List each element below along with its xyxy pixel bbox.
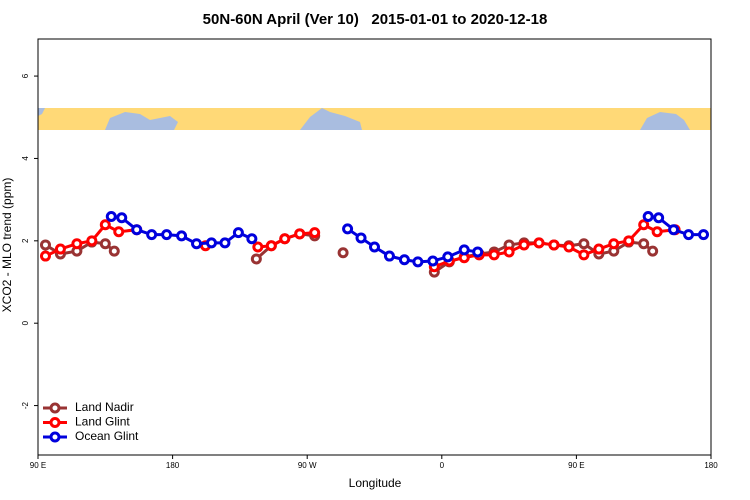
- data-point: [99, 238, 111, 250]
- data-point: [113, 226, 125, 238]
- data-point: [252, 241, 264, 253]
- data-point: [642, 211, 654, 223]
- y-tick-label: 6: [21, 73, 30, 78]
- x-tick-label: 180: [166, 461, 180, 470]
- data-point: [250, 253, 262, 265]
- data-point: [472, 246, 484, 258]
- legend-marker: [49, 402, 61, 414]
- data-point: [99, 219, 111, 231]
- data-point: [383, 250, 395, 262]
- data-point: [337, 247, 349, 259]
- data-point: [398, 254, 410, 266]
- data-point: [412, 256, 424, 268]
- data-point: [54, 243, 66, 255]
- data-point: [683, 229, 695, 241]
- data-point: [279, 233, 291, 245]
- y-axis-label: XCO2 - MLO trend (ppm): [0, 178, 14, 313]
- data-point: [578, 249, 590, 261]
- data-point: [219, 237, 231, 249]
- data-point: [105, 211, 117, 223]
- plot-frame: [37, 38, 712, 456]
- data-point: [647, 245, 659, 257]
- x-tick-label: 90 E: [568, 461, 584, 470]
- data-point: [503, 246, 515, 258]
- data-point: [668, 224, 680, 236]
- data-point: [191, 238, 203, 250]
- series-line: [44, 232, 654, 274]
- y-tick-label: 0: [21, 320, 30, 325]
- legend-marker: [49, 431, 61, 443]
- data-point: [638, 238, 650, 250]
- data-point: [39, 250, 51, 262]
- data-point: [488, 249, 500, 261]
- data-point: [116, 212, 128, 224]
- data-point: [518, 239, 530, 251]
- x-axis-label: Longitude: [349, 476, 402, 490]
- data-point: [86, 235, 98, 247]
- data-point: [161, 229, 173, 241]
- data-point: [608, 238, 620, 250]
- data-point: [232, 227, 244, 239]
- data-point: [39, 239, 51, 251]
- data-point: [146, 229, 158, 241]
- data-point: [698, 229, 710, 241]
- data-point: [71, 238, 83, 250]
- data-point: [578, 238, 590, 250]
- legend-marker: [49, 417, 61, 428]
- data-point: [458, 244, 470, 256]
- data-point: [355, 232, 367, 244]
- legend-label: Land Nadir: [75, 400, 134, 414]
- data-point: [623, 235, 635, 247]
- data-point: [205, 237, 217, 249]
- data-point: [427, 255, 439, 267]
- data-point: [593, 243, 605, 255]
- legend-label: Ocean Glint: [75, 429, 139, 443]
- data-point: [563, 241, 575, 253]
- data-point: [246, 233, 258, 245]
- x-tick-label: 0: [440, 461, 445, 470]
- chart-title: 50N-60N April (Ver 10) 2015-01-01 to 202…: [203, 11, 548, 28]
- data-point: [533, 237, 545, 249]
- x-tick-label: 90 E: [30, 461, 46, 470]
- y-tick-label: 2: [21, 238, 30, 243]
- data-point: [294, 228, 306, 240]
- y-tick-label: 4: [21, 156, 30, 161]
- legend-label: Land Glint: [75, 415, 130, 429]
- data-point: [442, 251, 454, 263]
- data-point: [342, 223, 354, 235]
- data-point: [369, 241, 380, 253]
- data-point: [638, 219, 650, 231]
- x-tick-label: 90 W: [298, 461, 317, 470]
- y-tick-label: -2: [21, 401, 30, 409]
- data-point: [651, 226, 663, 238]
- map-strip: [38, 108, 711, 130]
- data-point: [108, 245, 120, 257]
- data-point: [131, 224, 143, 236]
- data-point: [548, 239, 560, 251]
- data-point: [653, 212, 665, 224]
- data-point: [309, 227, 321, 239]
- x-tick-label: 180: [704, 461, 718, 470]
- data-point: [176, 230, 188, 242]
- data-point: [265, 240, 277, 252]
